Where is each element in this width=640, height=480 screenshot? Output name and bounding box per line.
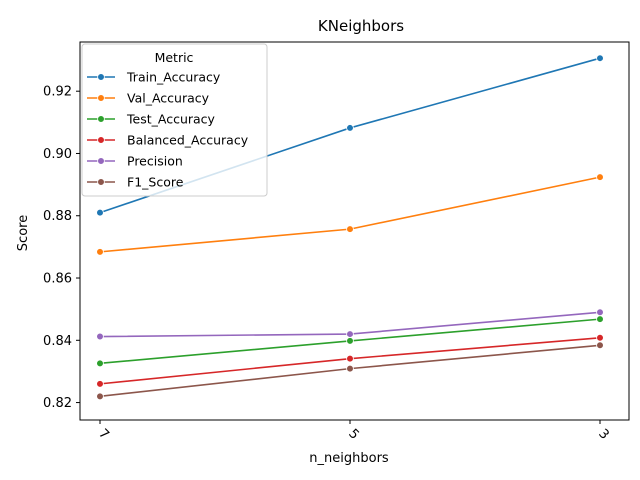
legend-label: Val_Accuracy xyxy=(127,91,210,106)
y-tick-label: 0.92 xyxy=(43,85,72,100)
data-point-train-accuracy xyxy=(596,54,604,62)
data-point-precision xyxy=(346,330,354,338)
data-point-precision xyxy=(96,332,104,341)
data-point-val-accuracy xyxy=(96,248,104,256)
legend-label: Precision xyxy=(127,154,183,169)
plot-frame xyxy=(79,41,630,421)
y-tick-label: 0.84 xyxy=(43,334,72,349)
plot-area xyxy=(79,41,630,421)
x-tick-label: 5 xyxy=(345,426,361,442)
legend-marker xyxy=(97,115,105,123)
legend-item-precision: Precision xyxy=(87,154,183,169)
x-axis-label: n_neighbors xyxy=(309,451,389,466)
y-tick-label: 0.82 xyxy=(43,396,72,411)
data-point-test-accuracy xyxy=(346,337,354,345)
data-point-val-accuracy xyxy=(596,173,604,181)
y-tick-label: 0.86 xyxy=(43,272,72,287)
legend-label: Test_Accuracy xyxy=(126,112,216,127)
legend-item-balanced-accuracy: Balanced_Accuracy xyxy=(87,133,249,148)
legend-marker xyxy=(97,94,105,102)
legend-item-test-accuracy: Test_Accuracy xyxy=(87,112,216,127)
legend-title: Metric xyxy=(155,50,194,65)
series-layer xyxy=(96,54,604,401)
data-point-test-accuracy xyxy=(596,315,604,323)
legend-label: Balanced_Accuracy xyxy=(127,133,249,148)
data-point-val-accuracy xyxy=(346,225,354,233)
legend-item-val-accuracy: Val_Accuracy xyxy=(87,91,210,106)
x-tick-label: 7 xyxy=(95,426,111,442)
chart-title: KNeighbors xyxy=(318,17,404,35)
data-point-balanced-accuracy xyxy=(346,354,354,363)
y-axis: 0.82 0.84 0.86 0.88 0.90 0.92 xyxy=(43,85,80,411)
series-precision xyxy=(96,308,604,341)
data-point-test-accuracy xyxy=(96,359,104,368)
legend-box xyxy=(81,43,268,197)
series-test-accuracy xyxy=(96,315,604,368)
x-tick-label: 3 xyxy=(595,426,611,442)
legend-marker xyxy=(97,73,105,81)
legend: Metric Train_Accuracy Val_Accuracy Test_Ac… xyxy=(81,43,268,197)
series-val-accuracy xyxy=(96,173,604,256)
data-point-f1-score xyxy=(96,392,104,401)
y-tick-label: 0.90 xyxy=(43,147,72,162)
data-point-f1-score xyxy=(596,341,604,350)
legend-items: Train_Accuracy Val_Accuracy Test_Accuracy B… xyxy=(87,70,249,190)
series-f1-score xyxy=(96,341,604,401)
y-axis-label: Score xyxy=(16,215,31,251)
y-tick-label: 0.88 xyxy=(43,209,72,224)
data-point-balanced-accuracy xyxy=(96,380,104,388)
data-point-precision xyxy=(596,308,604,317)
data-point-train-accuracy xyxy=(96,208,104,217)
data-point-balanced-accuracy xyxy=(596,333,604,342)
data-point-f1-score xyxy=(346,364,354,373)
legend-marker xyxy=(97,178,105,186)
legend-marker xyxy=(97,157,105,165)
legend-marker xyxy=(97,136,105,144)
series-balanced-accuracy xyxy=(96,333,604,388)
x-axis: 7 5 3 xyxy=(95,420,612,443)
legend-item-f1-score: F1_Score xyxy=(87,175,184,190)
legend-label: F1_Score xyxy=(127,175,184,190)
legend-item-train-accuracy: Train_Accuracy xyxy=(87,70,221,85)
data-point-train-accuracy xyxy=(346,124,354,132)
legend-label: Train_Accuracy xyxy=(126,70,221,85)
